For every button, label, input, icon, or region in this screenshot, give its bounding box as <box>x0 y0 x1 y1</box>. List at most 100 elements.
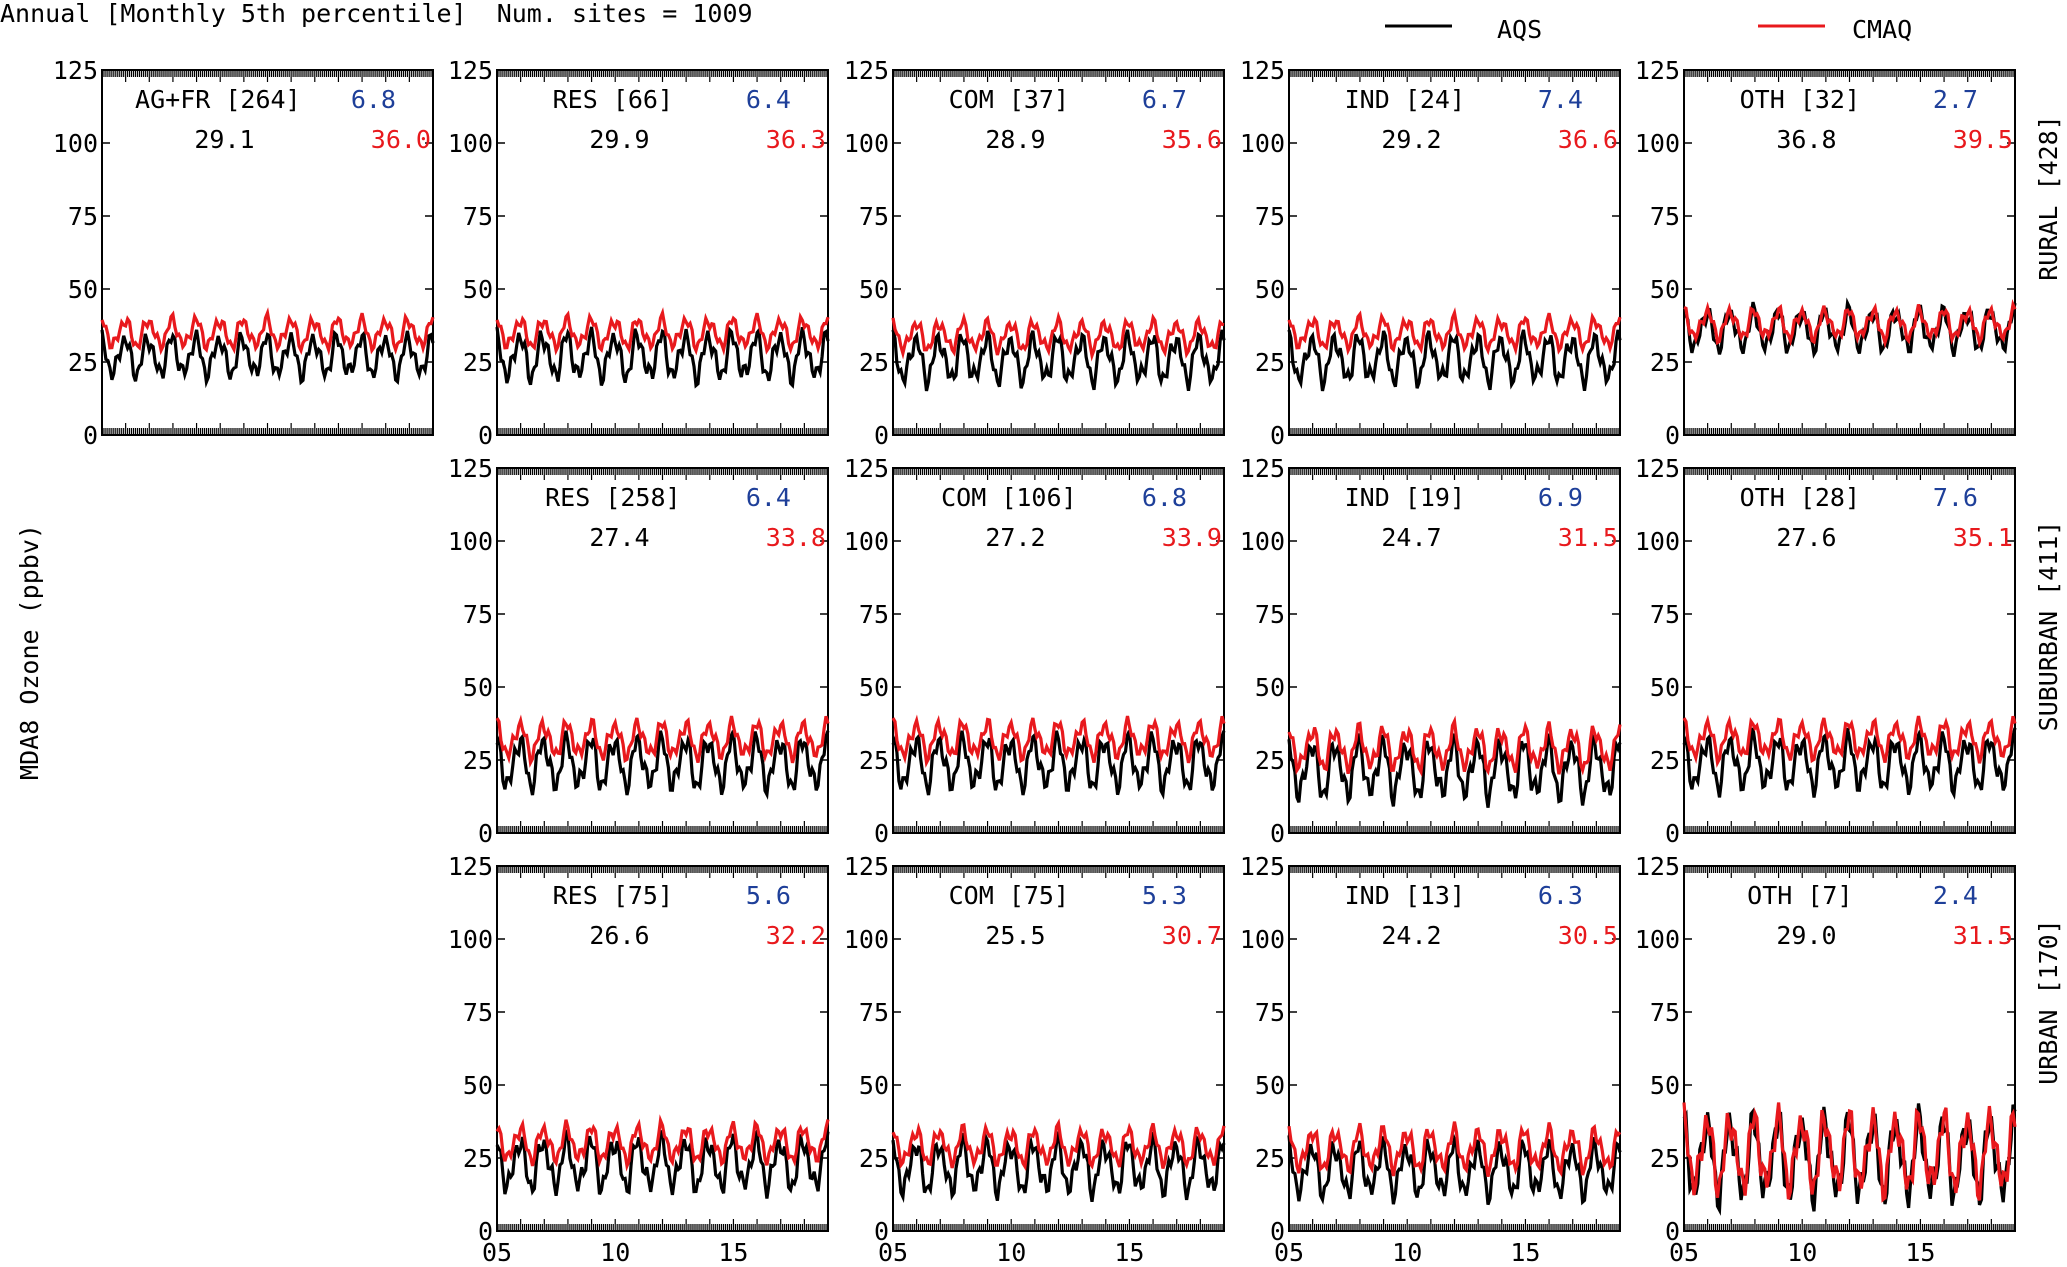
series-cmaq-line <box>100 307 435 356</box>
panel-label: RES [66] <box>553 85 673 114</box>
chart-title: Annual [Monthly 5th percentile] Num. sit… <box>0 0 753 28</box>
row-label-urban: URBAN [170] <box>2034 919 2063 1085</box>
panel-stat: 6.4 <box>746 483 791 512</box>
y-tick-label: 75 <box>463 202 493 231</box>
x-tick-label: 10 <box>996 1238 1026 1267</box>
panel-cmaq-mean: 33.9 <box>1162 523 1222 552</box>
series-aqs-line <box>495 730 830 800</box>
y-tick-label: 125 <box>1635 852 1680 881</box>
legend-aqs-label: AQS <box>1497 15 1542 44</box>
panel-aqs-mean: 29.1 <box>194 125 254 154</box>
panel-8: 0 25 50 75 100 125 OTH [28] 7.6 27.6 35.1 <box>1635 454 2017 848</box>
y-tick-label: 0 <box>1665 1217 1680 1246</box>
y-tick-label: 100 <box>844 129 889 158</box>
panel-label: OTH [32] <box>1740 85 1860 114</box>
x-tick-label: 05 <box>482 1238 512 1267</box>
panel-1: 0 25 50 75 100 125 RES [66] 6.4 29.9 36.3 <box>448 56 830 450</box>
series-cmaq-line <box>495 714 830 768</box>
y-tick-label: 75 <box>859 998 889 1027</box>
y-tick-label: 100 <box>448 527 493 556</box>
panel-10: 0 25 50 75 100 125 05 10 15 COM [75] 5.3 25.5 30.7 <box>844 852 1226 1267</box>
panel-label: RES [75] <box>553 881 673 910</box>
panel-label: IND [24] <box>1345 85 1465 114</box>
series-aqs-line <box>100 329 435 389</box>
y-tick-label: 75 <box>463 998 493 1027</box>
series-cmaq-line <box>495 307 830 356</box>
panel-stat: 6.4 <box>746 85 791 114</box>
series-cmaq-line <box>495 1114 830 1172</box>
x-tick-label: 10 <box>1392 1238 1422 1267</box>
y-tick-label: 50 <box>1255 1071 1285 1100</box>
y-tick-label: 25 <box>1650 1144 1680 1173</box>
panel-aqs-mean: 27.6 <box>1776 523 1836 552</box>
y-tick-label: 0 <box>478 421 493 450</box>
y-tick-label: 0 <box>874 1217 889 1246</box>
x-tick-label: 05 <box>878 1238 908 1267</box>
series-aqs-line <box>891 730 1226 800</box>
panel-cmaq-mean: 36.6 <box>1558 125 1618 154</box>
panel-cmaq-mean: 36.3 <box>766 125 826 154</box>
panel-2: 0 25 50 75 100 125 COM [37] 6.7 28.9 35.6 <box>844 56 1226 450</box>
panel-cmaq-mean: 30.7 <box>1162 921 1222 950</box>
y-tick-label: 50 <box>463 275 493 304</box>
y-tick-label: 50 <box>859 1071 889 1100</box>
panel-aqs-mean: 27.2 <box>985 523 1045 552</box>
y-tick-label: 25 <box>463 348 493 377</box>
y-tick-label: 75 <box>1650 600 1680 629</box>
panel-cmaq-mean: 36.0 <box>371 125 431 154</box>
panel-3: 0 25 50 75 100 125 IND [24] 7.4 29.2 36.6 <box>1240 56 1622 450</box>
panel-stat: 6.8 <box>351 85 396 114</box>
y-tick-label: 25 <box>463 746 493 775</box>
x-tick-label: 10 <box>1787 1238 1817 1267</box>
y-tick-label: 100 <box>53 129 98 158</box>
series-cmaq-line <box>1287 715 1622 778</box>
y-tick-label: 100 <box>844 925 889 954</box>
series-aqs-line <box>891 329 1226 392</box>
panel-aqs-mean: 29.2 <box>1381 125 1441 154</box>
y-tick-label: 0 <box>874 421 889 450</box>
y-tick-label: 0 <box>83 421 98 450</box>
y-tick-label: 100 <box>1635 129 1680 158</box>
y-tick-label: 25 <box>859 348 889 377</box>
panel-cmaq-mean: 39.5 <box>1953 125 2013 154</box>
y-tick-label: 50 <box>68 275 98 304</box>
y-tick-label: 125 <box>53 56 98 85</box>
y-tick-label: 25 <box>859 1144 889 1173</box>
panel-9: 0 25 50 75 100 125 05 10 15 RES [75] 5.6 26.6 32.2 <box>448 852 830 1267</box>
y-tick-label: 100 <box>844 527 889 556</box>
y-tick-label: 25 <box>463 1144 493 1173</box>
legend: AQS CMAQ <box>1385 15 1912 44</box>
series-aqs-line <box>1683 297 2017 359</box>
panel-aqs-mean: 29.0 <box>1776 921 1836 950</box>
panel-aqs-mean: 29.9 <box>589 125 649 154</box>
panel-label: COM [75] <box>949 881 1069 910</box>
y-tick-label: 125 <box>448 454 493 483</box>
y-tick-label: 50 <box>1255 275 1285 304</box>
panel-4: 0 25 50 75 100 125 OTH [32] 2.7 36.8 39.5 <box>1635 56 2017 450</box>
y-tick-label: 100 <box>1240 129 1285 158</box>
panel-label: COM [37] <box>949 85 1069 114</box>
y-tick-label: 50 <box>1650 275 1680 304</box>
panel-stat: 2.4 <box>1933 881 1978 910</box>
y-tick-label: 75 <box>463 600 493 629</box>
legend-cmaq-label: CMAQ <box>1852 15 1912 44</box>
x-tick-label: 10 <box>600 1238 630 1267</box>
y-tick-label: 125 <box>1635 56 1680 85</box>
panel-stat: 2.7 <box>1933 85 1978 114</box>
y-tick-label: 25 <box>1255 746 1285 775</box>
series-aqs-line <box>1287 329 1622 392</box>
y-tick-label: 75 <box>1650 998 1680 1027</box>
panel-label: OTH [7] <box>1747 881 1852 910</box>
y-tick-label: 0 <box>1270 1217 1285 1246</box>
y-tick-label: 0 <box>478 819 493 848</box>
y-tick-label: 125 <box>844 56 889 85</box>
y-tick-label: 75 <box>1255 600 1285 629</box>
panel-6: 0 25 50 75 100 125 COM [106] 6.8 27.2 33.9 <box>844 454 1226 848</box>
panel-aqs-mean: 24.7 <box>1381 523 1441 552</box>
panel-7: 0 25 50 75 100 125 IND [19] 6.9 24.7 31.5 <box>1240 454 1622 848</box>
y-tick-label: 75 <box>1650 202 1680 231</box>
y-tick-label: 100 <box>448 129 493 158</box>
series-cmaq-line <box>1682 714 2017 768</box>
y-tick-label: 75 <box>859 202 889 231</box>
